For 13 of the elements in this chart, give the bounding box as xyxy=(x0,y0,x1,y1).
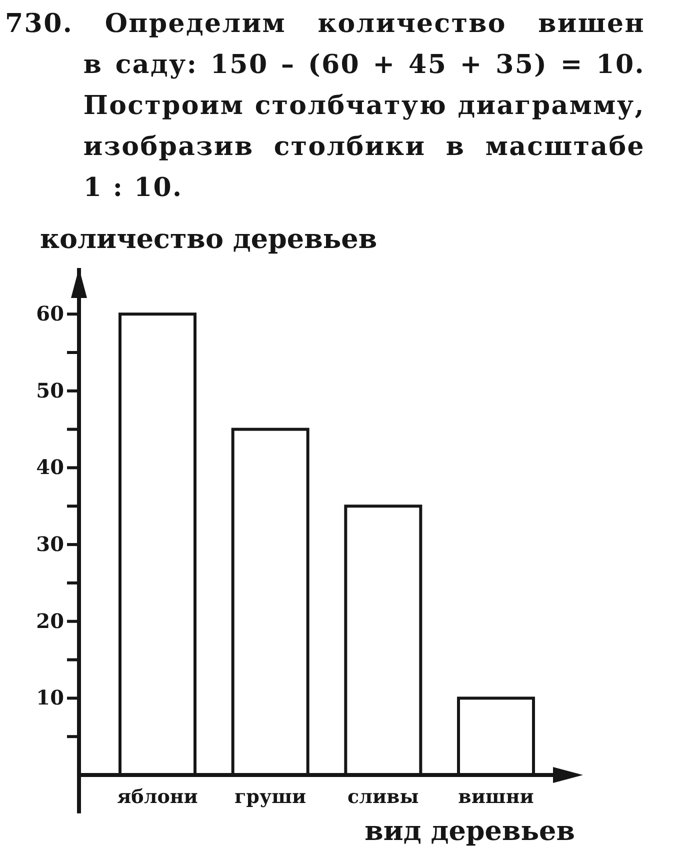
chart-title: 730. Определим количество вишен в саду: 150 – (60 + 45 + 35) = 10. Построим столбчатую диаграмму, изобразив столбики в масштабе 1 : 10. xyxy=(5,9,645,203)
x-tick-label: сливы xyxy=(348,786,419,808)
y-tick-label: 40 xyxy=(36,455,64,480)
y-axis-title: количество деревьев xyxy=(40,224,378,255)
y-tick-label: 50 xyxy=(36,378,64,402)
y-tick-label: 20 xyxy=(36,608,64,633)
x-tick-label: вишни xyxy=(458,786,534,808)
x-tick-label: яблони xyxy=(117,786,198,808)
x-tick-label: груши xyxy=(234,786,306,808)
y-tick-label: 30 xyxy=(36,532,64,556)
y-tick-label: 10 xyxy=(36,686,64,710)
y-tick-label: 60 xyxy=(36,301,64,326)
x-axis-title: вид деревьев xyxy=(364,816,575,847)
